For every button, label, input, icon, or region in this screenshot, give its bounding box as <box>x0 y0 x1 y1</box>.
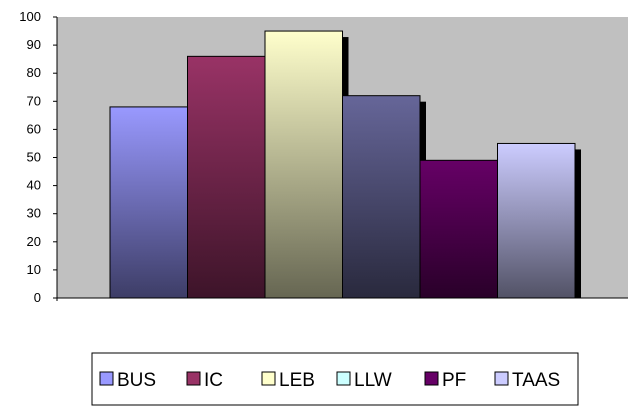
bar-llw <box>342 95 421 299</box>
legend-swatch-taas <box>494 371 509 386</box>
y-tick-label: 80 <box>27 65 41 80</box>
legend-swatch-leb <box>261 371 276 386</box>
legend-swatch-llw <box>336 371 351 386</box>
legend-swatch-ic <box>186 371 201 386</box>
legend-label-ic: IC <box>204 370 223 391</box>
y-tick-label: 50 <box>27 150 41 165</box>
bar-bus <box>109 106 188 299</box>
legend-label-taas: TAAS <box>512 370 560 391</box>
y-tick-label: 90 <box>27 37 41 52</box>
legend-swatch-bus <box>99 371 114 386</box>
legend: BUS IC LEB LLW PF TAAS <box>91 352 579 406</box>
y-tick-label: 60 <box>27 121 41 136</box>
bar-ic <box>187 55 266 299</box>
y-tick-label: 30 <box>27 206 41 221</box>
y-tick-label: 100 <box>19 9 41 24</box>
y-tick-label: 0 <box>34 290 41 305</box>
bar-taas <box>497 142 576 299</box>
bars <box>109 30 576 299</box>
y-axis-ticks: 0 10 20 30 40 50 60 70 80 90 100 <box>19 9 57 305</box>
y-tick-label: 20 <box>27 234 41 249</box>
y-tick-label: 70 <box>27 93 41 108</box>
y-tick-label: 40 <box>27 178 41 193</box>
axes <box>56 17 628 301</box>
bar-pf <box>419 159 498 299</box>
legend-label-bus: BUS <box>117 370 156 391</box>
y-tick-label: 10 <box>27 262 41 277</box>
legend-label-leb: LEB <box>279 370 315 391</box>
legend-label-pf: PF <box>442 370 466 391</box>
legend-swatch-pf <box>424 371 439 386</box>
bar-leb <box>264 30 343 299</box>
legend-label-llw: LLW <box>354 370 392 391</box>
